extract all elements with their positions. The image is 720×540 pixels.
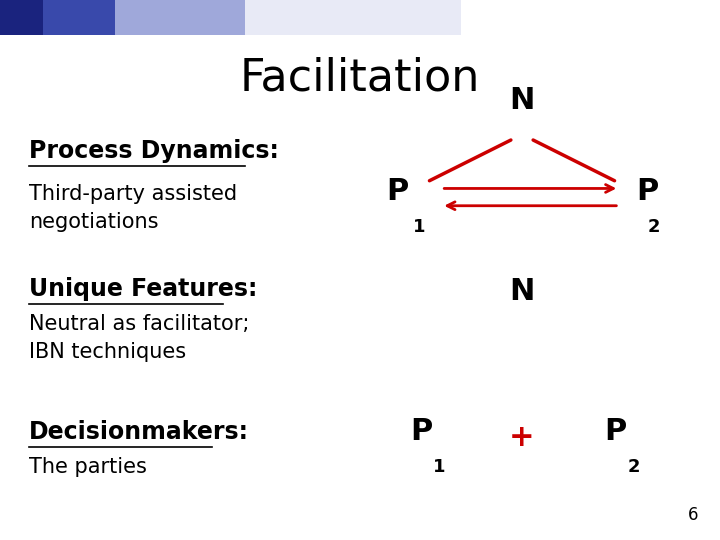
Text: P: P bbox=[410, 417, 432, 447]
FancyBboxPatch shape bbox=[43, 0, 115, 35]
FancyBboxPatch shape bbox=[245, 0, 461, 35]
Text: Process Dynamics:: Process Dynamics: bbox=[29, 139, 279, 163]
Text: P: P bbox=[386, 177, 408, 206]
Text: P: P bbox=[605, 417, 626, 447]
Text: P: P bbox=[636, 177, 658, 206]
Text: 1: 1 bbox=[413, 218, 426, 235]
Text: 2: 2 bbox=[627, 458, 640, 476]
Text: Third-party assisted
negotiations: Third-party assisted negotiations bbox=[29, 184, 237, 232]
FancyBboxPatch shape bbox=[115, 0, 245, 35]
Text: 1: 1 bbox=[433, 458, 446, 476]
Text: Decisionmakers:: Decisionmakers: bbox=[29, 420, 249, 444]
Text: N: N bbox=[509, 86, 535, 115]
Text: 2: 2 bbox=[647, 218, 660, 235]
FancyBboxPatch shape bbox=[0, 0, 43, 35]
Text: +: + bbox=[509, 423, 535, 452]
Text: Facilitation: Facilitation bbox=[240, 57, 480, 100]
Text: The parties: The parties bbox=[29, 457, 147, 477]
Text: 6: 6 bbox=[688, 506, 698, 524]
Text: Neutral as facilitator;
IBN techniques: Neutral as facilitator; IBN techniques bbox=[29, 314, 249, 361]
Text: N: N bbox=[509, 277, 535, 306]
Text: Unique Features:: Unique Features: bbox=[29, 277, 257, 301]
